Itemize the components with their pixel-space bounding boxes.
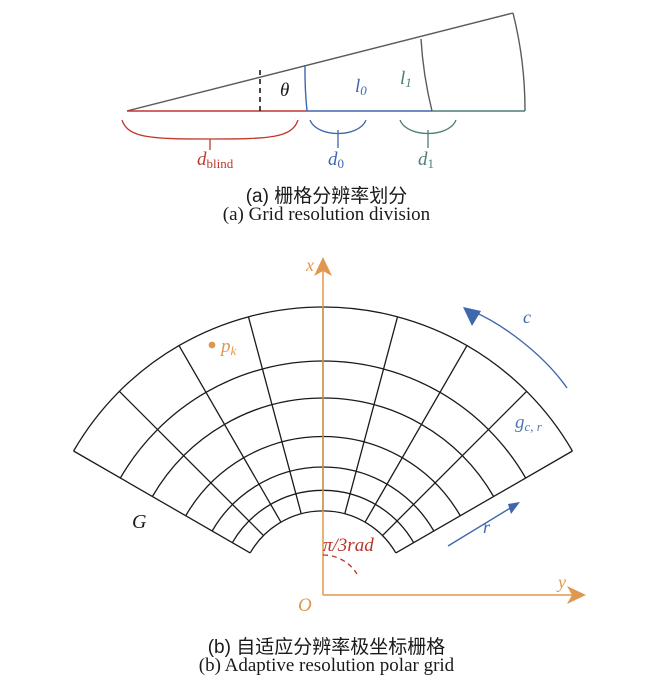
svg-text:pk: pk (219, 336, 237, 358)
svg-text:r: r (483, 517, 491, 537)
svg-text:l0: l0 (355, 76, 367, 98)
svg-text:G: G (132, 511, 147, 533)
svg-text:π/3rad: π/3rad (323, 535, 374, 556)
svg-text:gc, r: gc, r (515, 412, 543, 434)
svg-text:d0: d0 (328, 149, 344, 171)
svg-text:d1: d1 (418, 149, 434, 171)
svg-text:dblind: dblind (197, 149, 234, 171)
svg-text:l1: l1 (400, 68, 412, 90)
svg-text:c: c (523, 307, 531, 327)
svg-text:θ: θ (280, 80, 289, 101)
svg-text:y: y (556, 572, 566, 592)
svg-text:x: x (305, 255, 314, 275)
svg-text:O: O (298, 595, 312, 616)
